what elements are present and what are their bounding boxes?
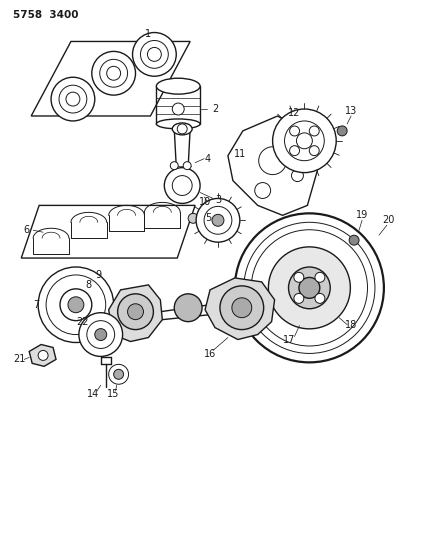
Text: 19: 19: [356, 211, 368, 220]
Circle shape: [294, 272, 304, 282]
Circle shape: [315, 294, 325, 303]
Circle shape: [290, 146, 300, 156]
Circle shape: [244, 222, 375, 353]
Polygon shape: [21, 205, 195, 258]
Text: 10: 10: [199, 197, 211, 207]
Circle shape: [349, 235, 359, 245]
Text: 20: 20: [383, 215, 395, 225]
Circle shape: [204, 206, 232, 234]
Circle shape: [114, 369, 124, 379]
Text: 13: 13: [345, 106, 357, 116]
Circle shape: [118, 294, 153, 329]
Circle shape: [251, 230, 368, 346]
Circle shape: [294, 294, 304, 303]
Text: 7: 7: [33, 300, 39, 310]
Text: 12: 12: [288, 108, 300, 118]
Circle shape: [299, 278, 320, 298]
Circle shape: [309, 126, 319, 136]
Circle shape: [309, 146, 319, 156]
Circle shape: [68, 297, 84, 313]
Text: 18: 18: [345, 320, 357, 329]
Circle shape: [235, 213, 384, 362]
Circle shape: [174, 294, 202, 321]
Circle shape: [290, 126, 300, 136]
Ellipse shape: [156, 119, 200, 129]
Circle shape: [60, 289, 92, 321]
Circle shape: [183, 161, 191, 169]
Polygon shape: [31, 42, 190, 116]
Text: 4: 4: [205, 154, 211, 164]
Text: 1: 1: [146, 29, 152, 38]
Circle shape: [188, 213, 198, 223]
Circle shape: [337, 126, 347, 136]
Circle shape: [87, 321, 115, 349]
Circle shape: [66, 92, 80, 106]
Circle shape: [259, 147, 286, 175]
Circle shape: [315, 272, 325, 282]
Polygon shape: [109, 285, 162, 342]
Text: 11: 11: [234, 149, 246, 159]
Circle shape: [288, 267, 330, 309]
Circle shape: [133, 33, 176, 76]
Polygon shape: [228, 116, 317, 215]
Text: 15: 15: [107, 389, 119, 399]
Circle shape: [177, 124, 187, 134]
Circle shape: [172, 103, 184, 115]
Circle shape: [255, 182, 270, 198]
Text: 8: 8: [86, 280, 92, 290]
Circle shape: [285, 133, 300, 149]
Text: 9: 9: [96, 270, 102, 280]
Text: 5758  3400: 5758 3400: [13, 10, 79, 20]
Circle shape: [212, 214, 224, 227]
Circle shape: [100, 59, 128, 87]
Circle shape: [273, 109, 336, 173]
Circle shape: [95, 328, 107, 341]
Circle shape: [107, 66, 121, 80]
Circle shape: [38, 267, 114, 343]
Circle shape: [164, 168, 200, 204]
Circle shape: [79, 313, 122, 357]
Circle shape: [232, 298, 252, 318]
Text: 16: 16: [204, 350, 216, 359]
Polygon shape: [205, 278, 275, 340]
Circle shape: [59, 85, 87, 113]
Ellipse shape: [156, 78, 200, 94]
Circle shape: [170, 161, 178, 169]
Text: 22: 22: [77, 317, 89, 327]
Text: 14: 14: [86, 389, 99, 399]
Circle shape: [291, 169, 303, 182]
Circle shape: [92, 51, 136, 95]
Circle shape: [38, 351, 48, 360]
Circle shape: [268, 247, 351, 329]
Text: 21: 21: [13, 354, 25, 365]
Circle shape: [220, 286, 264, 329]
Text: 5: 5: [205, 213, 211, 223]
Circle shape: [285, 121, 324, 160]
Circle shape: [196, 198, 240, 242]
Circle shape: [46, 275, 106, 335]
Polygon shape: [29, 344, 56, 366]
Circle shape: [297, 133, 312, 149]
Circle shape: [147, 47, 161, 61]
Circle shape: [51, 77, 95, 121]
Text: 6: 6: [23, 225, 29, 235]
Circle shape: [109, 365, 128, 384]
Text: 3: 3: [215, 196, 221, 205]
Text: 2: 2: [212, 104, 218, 114]
Circle shape: [128, 304, 143, 320]
Circle shape: [140, 41, 168, 68]
Circle shape: [172, 175, 192, 196]
Text: 17: 17: [283, 335, 296, 344]
Ellipse shape: [172, 123, 192, 135]
